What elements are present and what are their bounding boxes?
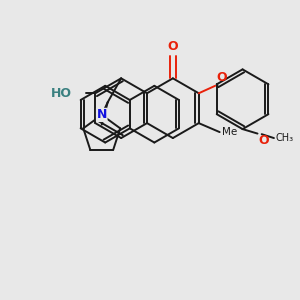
Text: N: N xyxy=(97,108,107,122)
Text: O: O xyxy=(168,40,178,53)
Text: CH₃: CH₃ xyxy=(275,133,293,143)
Text: HO: HO xyxy=(50,87,71,100)
Text: Me: Me xyxy=(222,127,237,137)
Text: O: O xyxy=(258,134,269,147)
Text: O: O xyxy=(216,71,227,84)
